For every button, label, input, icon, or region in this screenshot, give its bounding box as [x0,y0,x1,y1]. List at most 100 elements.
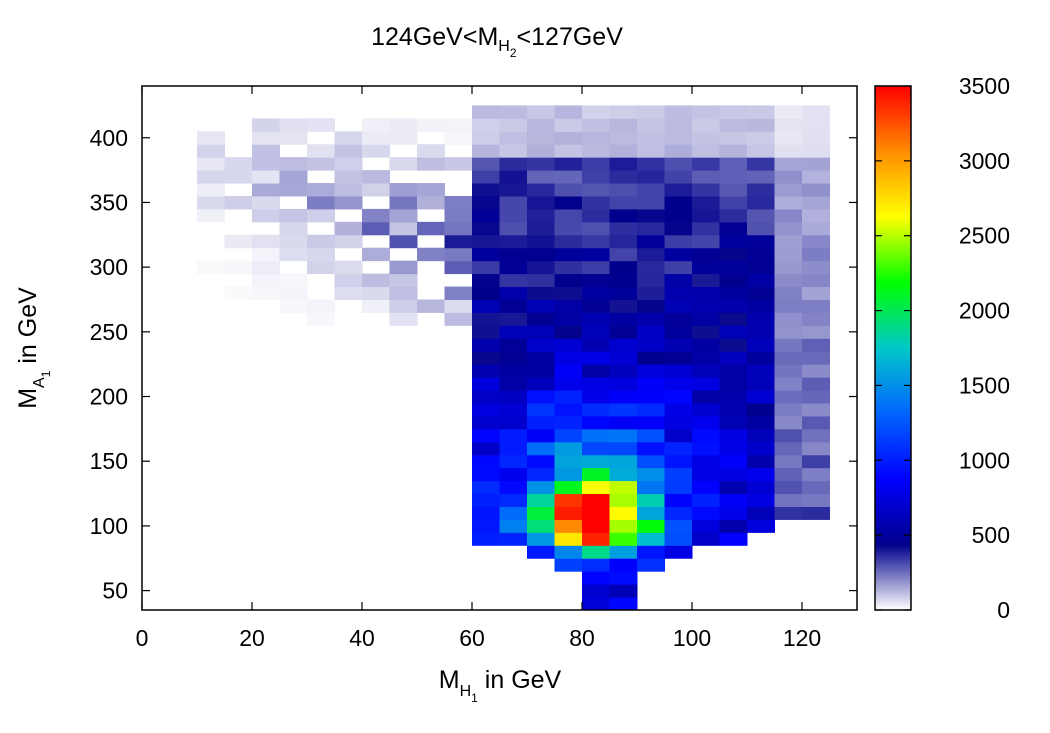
heatmap-cell [417,183,445,197]
heatmap-cell [692,338,720,352]
heatmap-cell [224,170,253,184]
heatmap-cell [719,390,748,404]
heatmap-cell [637,131,665,145]
heatmap-cell [499,273,528,288]
heatmap-cell [472,299,500,313]
heatmap-cell [307,157,335,171]
heatmap-cell [499,312,528,326]
heatmap-cell [499,338,528,352]
heatmap-cell [252,247,280,262]
heatmap-cell [499,325,528,339]
heatmap-cell [472,157,500,171]
colorbar-ticks: 0 500 1000 1500 2000 2500 3000 3500 [875,73,1010,623]
x-tick-label: 120 [783,625,821,651]
heatmap-cell [252,183,280,197]
heatmap-cell [472,105,500,119]
heatmap-cell [609,402,638,417]
heatmap-cell [719,441,748,456]
heatmap-cell [499,390,528,404]
heatmap-cell [307,208,335,223]
heatmap-cell [417,157,445,171]
heatmap-cell [609,571,638,585]
heatmap-cell [499,299,528,313]
y-tick-label: 400 [90,125,128,151]
heatmap-cell [692,312,720,326]
heatmap-cell [692,247,720,262]
heatmap-cell [334,234,363,249]
heatmap-cell [499,234,528,249]
heatmap-cell [472,183,500,197]
heatmap-cell [664,221,693,236]
heatmap-cell [802,493,830,507]
heatmap-cell [224,157,253,171]
heatmap-cell [527,493,555,507]
heatmap-cell [609,221,638,236]
heatmap-cell [527,415,555,430]
heatmap-cell [279,208,308,223]
heatmap-cell [802,454,830,469]
heatmap-cell [747,428,775,443]
heatmap-cell [307,260,335,275]
heatmap-cell [389,131,418,145]
heatmap-cell [252,260,280,275]
heatmap-cell [637,351,665,365]
heatmap-cell [554,428,583,443]
heatmap-cell [664,286,693,300]
heatmap-cell [444,299,473,313]
heatmap-cell [719,428,748,443]
heatmap-cell [582,312,610,326]
heatmap-cell [692,273,720,288]
heatmap-cell [719,118,748,132]
heatmap-cell [774,454,803,469]
heatmap-cell [802,415,830,430]
colorbar [874,85,912,611]
heatmap-cell [692,208,720,223]
heatmap-cell [664,545,693,559]
heatmap-cell [802,157,830,171]
heatmap-cell [692,428,720,443]
heatmap-cell [499,467,528,482]
heatmap-cell [252,273,280,288]
heatmap-cell [802,118,830,132]
heatmap-cell [582,286,610,300]
heatmap-cell [362,221,390,236]
heatmap-cell [664,493,693,507]
heatmap-cell [582,377,610,391]
heatmap-cell [444,312,473,326]
heatmap-cell [252,195,280,210]
heatmap-cell [527,402,555,417]
heatmap-cell [279,118,308,132]
heatmap-cell [582,597,610,611]
heatmap-cell [582,390,610,404]
heatmap-cell [444,118,473,132]
heatmap-cell [664,415,693,430]
heatmap-cell [499,221,528,236]
heatmap-cell [499,428,528,443]
heatmap-cell [252,170,280,184]
colorbar-tick-label: 0 [997,597,1010,623]
heatmap-cell [802,195,830,210]
heatmap-cell [252,157,280,171]
heatmap-cell [747,183,775,197]
heatmap-cell [307,118,335,132]
heatmap-cell [692,299,720,313]
colorbar-tick-label: 500 [972,522,1010,548]
heatmap-cell [472,467,500,482]
heatmap-cell [527,118,555,132]
heatmap-cell [499,105,528,119]
heatmap-cell [582,493,610,507]
heatmap-cell [719,286,748,300]
heatmap-cell [774,286,803,300]
heatmap-cell [499,364,528,378]
heatmap-cell [802,351,830,365]
heatmap-cell [609,105,638,119]
heatmap-cell [472,208,500,223]
heatmap-cell [774,325,803,339]
heatmap-cell [472,131,500,145]
heatmap-cell [802,377,830,391]
heatmap-cell [774,273,803,288]
heatmap-cell [499,506,528,520]
heatmap-cell [444,195,473,210]
heatmap-cell [554,519,583,533]
heatmap-cell [527,364,555,378]
